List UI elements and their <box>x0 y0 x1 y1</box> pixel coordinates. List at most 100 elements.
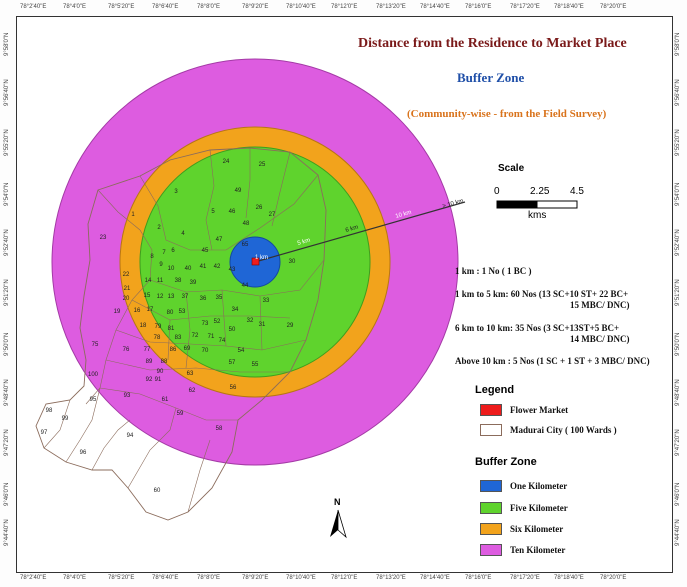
buffer-legend-five-km: Five Kilometer <box>480 502 568 514</box>
ten-km-swatch <box>480 544 502 556</box>
ward-number-label: 78 <box>154 335 161 341</box>
map-subtitle-survey: (Community-wise - from the Field Survey) <box>407 108 607 120</box>
ward-number-label: 11 <box>157 278 164 284</box>
ward-number-label: 59 <box>177 411 184 417</box>
ward-number-label: 71 <box>208 334 215 340</box>
ward-number-label: 98 <box>46 408 53 414</box>
ring-label-6km: 6 km <box>345 225 359 234</box>
north-label: N <box>334 497 341 507</box>
ward-number-label: 38 <box>175 278 182 284</box>
bottom-longitude-label: 78°17'20"E <box>510 575 540 581</box>
ward-divider <box>99 387 238 513</box>
top-longitude-label: 78°16'0"E <box>465 4 492 10</box>
ward-number-label: 4 <box>181 231 185 237</box>
ward-number-label: 63 <box>187 371 194 377</box>
ward-number-label: 54 <box>238 348 245 354</box>
ward-number-label: 50 <box>229 327 236 333</box>
ward-number-label: 91 <box>155 377 162 383</box>
top-longitude-label: 78°4'0"E <box>63 4 87 10</box>
ward-number-label: 16 <box>134 308 141 314</box>
ward-number-label: 55 <box>252 362 259 368</box>
top-longitude-label: 78°13'20"E <box>376 4 406 10</box>
ward-number-label: 83 <box>175 335 182 341</box>
ward-divider <box>105 329 307 373</box>
ward-number-label: 74 <box>219 338 226 344</box>
bottom-longitude-label: 78°8'0"E <box>197 575 221 581</box>
ward-number-label: 62 <box>189 388 196 394</box>
scale-title: Scale <box>498 163 525 174</box>
map-title: Distance from the Residence to Market Pl… <box>358 36 627 51</box>
ward-number-label: 81 <box>168 326 175 332</box>
stat-1km: 1 km : 1 No ( 1 BC ) <box>455 266 532 276</box>
madurai-city-swatch <box>480 424 502 436</box>
bottom-longitude-label: 78°12'0"E <box>331 575 358 581</box>
ward-number-label: 21 <box>124 286 131 292</box>
ward-number-label: 42 <box>214 264 221 270</box>
top-longitude-label: 78°12'0"E <box>331 4 358 10</box>
one-km-swatch <box>480 480 502 492</box>
ward-number-label: 14 <box>145 278 152 284</box>
bottom-longitude-label: 78°4'0"E <box>63 575 87 581</box>
ward-number-label: 26 <box>256 205 263 211</box>
ward-number-label: 15 <box>144 293 151 299</box>
ward-number-label: 32 <box>247 318 254 324</box>
ward-divider <box>43 387 131 471</box>
ward-number-label: 36 <box>200 296 207 302</box>
top-longitude-label: 78°8'0"E <box>197 4 221 10</box>
ward-number-label: 18 <box>140 323 147 329</box>
ward-number-label: 46 <box>229 209 236 215</box>
ring-label-5km: 5 km <box>297 238 311 247</box>
ward-number-label: 58 <box>216 426 223 432</box>
ward-number-label: 3 <box>174 189 178 195</box>
ward-number-label: 53 <box>179 309 186 315</box>
ward-number-label: 47 <box>216 237 223 243</box>
ward-number-label: 72 <box>192 333 199 339</box>
ward-number-label: 88 <box>161 359 168 365</box>
flower-market-swatch <box>480 404 502 416</box>
buffer-legend-one-km: One Kilometer <box>480 480 567 492</box>
flower-market-marker <box>251 257 260 266</box>
ward-number-label: 44 <box>242 283 249 289</box>
ward-number-label: 93 <box>124 393 131 399</box>
scale-tick-2: 4.5 <box>570 186 584 197</box>
ward-number-label: 29 <box>287 323 294 329</box>
bottom-longitude-label: 78°14'40"E <box>420 575 450 581</box>
ward-number-label: 94 <box>127 433 134 439</box>
ward-divider <box>167 289 263 369</box>
ward-number-label: 80 <box>167 310 174 316</box>
top-longitude-label: 78°5'20"E <box>108 4 135 10</box>
scale-bar-frame <box>496 200 578 209</box>
map-subtitle: Buffer Zone <box>457 70 525 85</box>
ward-number-label: 9 <box>159 262 163 268</box>
ward-number-label: 40 <box>185 266 192 272</box>
ward-number-label: 48 <box>243 221 250 227</box>
ward-number-label: 45 <box>202 248 209 254</box>
ward-number-label: 52 <box>214 319 221 325</box>
ward-number-label: 39 <box>190 280 197 286</box>
ward-number-label: 13 <box>168 294 175 300</box>
ward-number-label: 86 <box>170 347 177 353</box>
ward-number-label: 5 <box>211 209 215 215</box>
stat-6-to-10km: 6 km to 10 km: 35 Nos (3 SC+13ST+5 BC+ 1… <box>455 323 630 344</box>
ward-number-label: 75 <box>92 342 99 348</box>
bottom-longitude-label: 78°2'40"E <box>20 575 47 581</box>
city-boundary <box>35 147 327 521</box>
ward-number-label: 95 <box>90 397 97 403</box>
ward-divider <box>139 174 319 251</box>
ward-number-label: 90 <box>157 369 164 375</box>
buffer-legend-six-km: Six Kilometer <box>480 523 563 535</box>
north-arrow-icon <box>330 509 347 539</box>
ward-number-label: 70 <box>202 348 209 354</box>
bottom-longitude-label: 78°13'20"E <box>376 575 406 581</box>
scale-unit: kms <box>528 210 547 221</box>
ward-number-label: 24 <box>223 159 230 165</box>
ward-divider <box>85 189 153 405</box>
ward-number-label: 89 <box>146 359 153 365</box>
scale-tick-1: 2.25 <box>530 186 550 197</box>
ward-number-label: 65 <box>242 242 249 248</box>
ward-number-label: 37 <box>182 294 189 300</box>
top-longitude-label: 78°2'40"E <box>20 4 47 10</box>
ward-number-label: 76 <box>123 347 130 353</box>
six-km-swatch <box>480 523 502 535</box>
